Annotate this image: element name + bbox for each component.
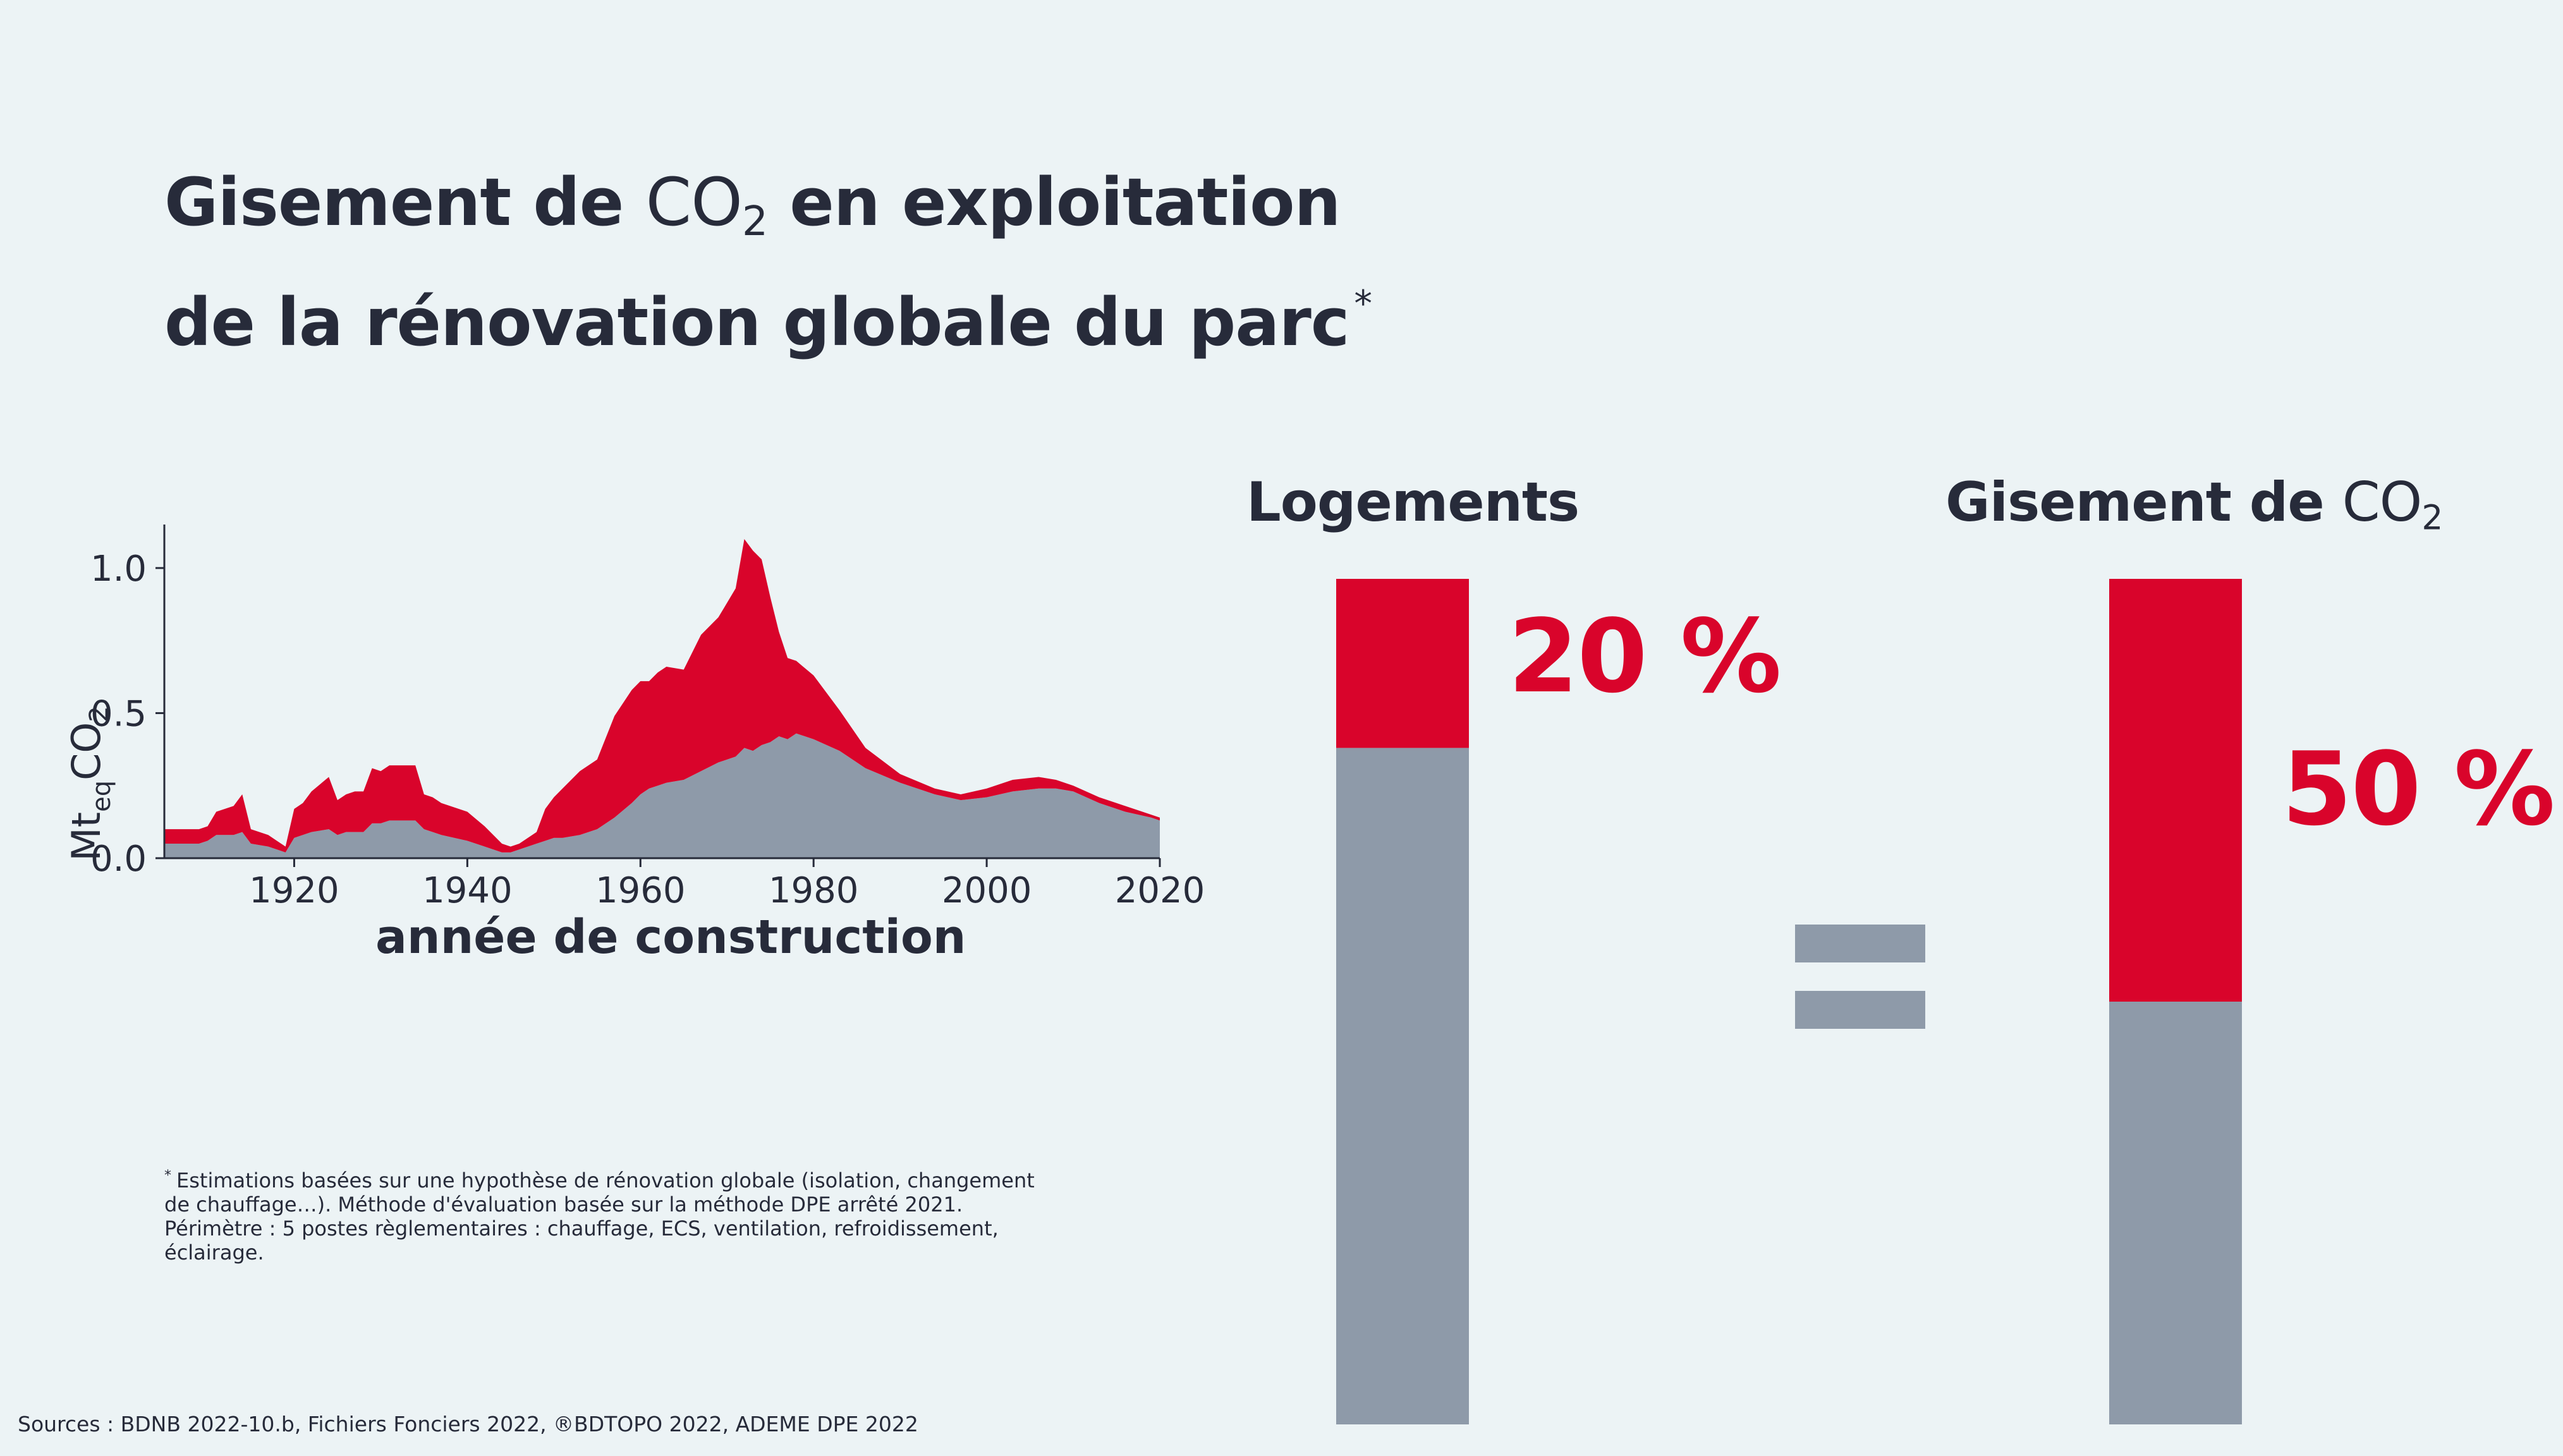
y-label-co: CO [63,722,109,780]
y-axis-label: MteqCO2 [63,689,116,878]
gisement-percentage: 50 % [2282,730,2555,848]
title-text: Gisement de [164,164,646,241]
area-series-0 [164,733,1160,858]
title-text-end: en exploitation [767,164,1341,241]
footnote: * Estimations basées sur une hypothèse de… [164,1164,1062,1265]
y-label-co-subscript: 2 [85,706,114,722]
x-tick-label: 1980 [769,870,859,911]
sources-note: Sources : BDNB 2022-10.b, Fichiers Fonci… [18,1412,918,1436]
gisement-bar-gray-segment [2109,1002,2242,1424]
y-label-main: Mt [63,811,109,861]
gisement-heading-subscript: 2 [2421,498,2443,538]
logements-bar-red-segment [1336,579,1469,748]
x-axis-label: année de construction [375,910,966,964]
gisement-heading-text: Gisement de [1945,471,2342,534]
logements-heading: Logements [1246,471,1580,534]
title-line-1: Gisement de CO2 en exploitation [164,161,1372,263]
title-line-2: de la rénovation globale du parc * [164,263,1372,363]
gisement-bar-red-segment [2109,579,2242,1002]
chart-axes: 1920 1940 1960 1980 2000 2020 0.0 0.5 1.0 [90,525,1205,911]
x-tick-label: 2020 [1115,870,1205,911]
x-tick-label: 2000 [942,870,1032,911]
y-tick-label: 0.0 [90,839,147,880]
y-label-subscript: eq [87,780,116,812]
title-co-subscript: 2 [741,198,768,246]
gisement-heading: Gisement de CO2 [1945,471,2443,538]
equals-sign-bottom-bar [1795,991,1925,1029]
x-tick-label: 1960 [595,870,686,911]
y-tick-label: 1.0 [90,549,147,590]
x-tick-label: 1940 [422,870,513,911]
area-chart [164,538,1160,858]
logements-percentage: 20 % [1508,597,1782,715]
gisement-heading-co: CO [2342,471,2423,534]
title-co: CO [645,164,743,241]
page-title: Gisement de CO2 en exploitation de la ré… [164,161,1372,363]
title-asterisk: * [1354,283,1372,325]
area-series-1 [164,538,1160,852]
equals-sign-top-bar [1795,925,1925,962]
footnote-asterisk: * [164,1168,171,1184]
footnote-text: Estimations basées sur une hypothèse de … [164,1168,1035,1265]
y-tick-label: 0.5 [90,693,147,734]
title-text-2: de la rénovation globale du parc [164,283,1349,361]
x-tick-label: 1920 [249,870,339,911]
logements-bar-gray-segment [1336,748,1469,1424]
